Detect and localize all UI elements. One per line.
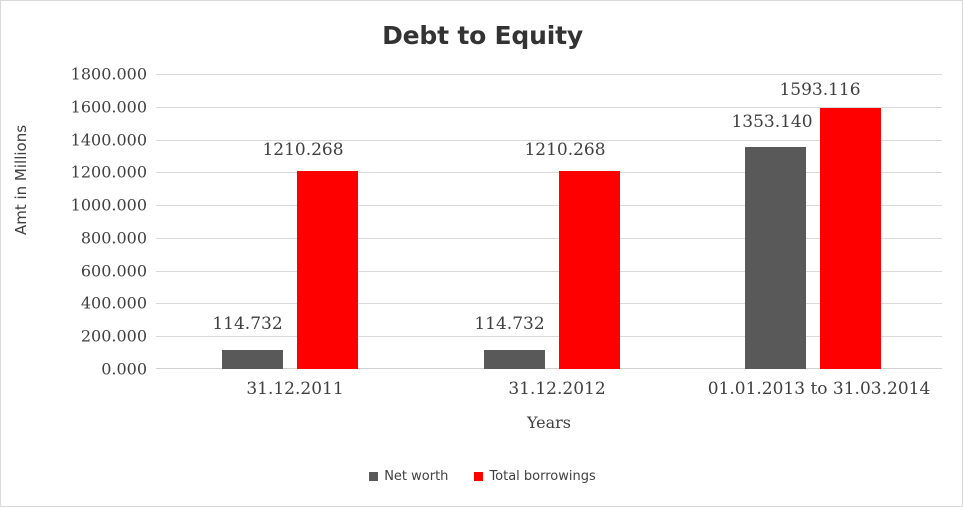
y-tick-label: 1800.000 (70, 64, 147, 84)
gridline (156, 172, 942, 174)
data-label-total-borrowings-2013-2014: 1593.116 (779, 80, 861, 100)
data-label-total-borrowings-2012: 1210.268 (524, 140, 606, 160)
y-tick-label: 1200.000 (70, 162, 147, 182)
x-category-label-2012: 31.12.2012 (508, 379, 606, 399)
gridline (156, 205, 942, 207)
y-tick-label: 400.000 (80, 293, 147, 313)
y-axis-tick-labels: 1800.000 1600.000 1400.000 1200.000 1000… (1, 65, 156, 379)
y-tick-label: 200.000 (80, 326, 147, 346)
legend-label-total-borrowings: Total borrowings (489, 469, 596, 484)
y-tick-label: 800.000 (80, 228, 147, 248)
legend-swatch-icon (369, 472, 379, 481)
y-tick-label: 600.000 (80, 261, 147, 281)
gridline (156, 106, 942, 108)
gridline (156, 336, 942, 338)
x-axis-title: Years (526, 413, 572, 432)
y-tick-label: 1400.000 (70, 130, 147, 150)
legend-swatch-icon (474, 472, 484, 481)
chart-title: Debt to Equity (382, 21, 583, 50)
gridline (156, 270, 942, 272)
gridline (156, 303, 942, 305)
y-tick-label: 1600.000 (70, 97, 147, 117)
gridline (156, 139, 942, 141)
legend-item-total-borrowings[interactable]: Total borrowings (474, 469, 596, 484)
plot-area (156, 74, 942, 369)
bar-net-worth-2012[interactable] (484, 350, 545, 369)
bar-total-borrowings-2012[interactable] (559, 170, 620, 369)
bar-net-worth-2011[interactable] (222, 350, 283, 369)
legend-label-net-worth: Net worth (384, 469, 449, 484)
gridline (156, 74, 942, 75)
x-category-label-2011: 31.12.2011 (246, 379, 344, 399)
data-label-net-worth-2012: 114.732 (474, 314, 545, 334)
y-tick-label: 0.000 (101, 359, 147, 379)
data-label-net-worth-2011: 114.732 (212, 314, 283, 334)
bar-total-borrowings-2011[interactable] (297, 170, 358, 369)
data-label-net-worth-2013-2014: 1353.140 (731, 112, 813, 132)
y-tick-label: 1000.000 (70, 195, 147, 215)
bar-total-borrowings-2013-2014[interactable] (820, 107, 881, 369)
x-axis-line (156, 368, 942, 369)
bar-net-worth-2013-2014[interactable] (745, 147, 806, 369)
legend-item-net-worth[interactable]: Net worth (369, 469, 448, 484)
data-label-total-borrowings-2011: 1210.268 (262, 140, 344, 160)
chart-legend: Net worth Total borrowings (1, 469, 962, 484)
gridline (156, 237, 942, 239)
x-category-label-2013-2014: 01.01.2013 to 31.03.2014 (707, 379, 931, 399)
